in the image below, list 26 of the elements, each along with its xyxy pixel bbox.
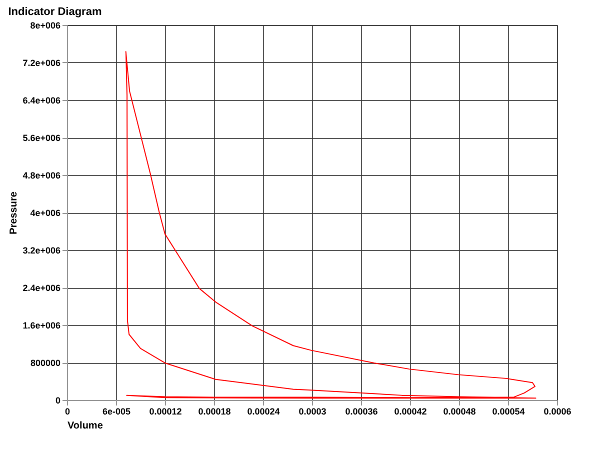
- y-tick-label: 1.6e+006: [22, 320, 60, 330]
- y-tick-label: 3.2e+006: [22, 246, 60, 256]
- x-tick-label: 0.00024: [247, 406, 280, 416]
- y-tick-label: 7.2e+006: [22, 58, 60, 68]
- x-tick-label: 0.00054: [492, 406, 525, 416]
- x-axis-title: Volume: [68, 420, 104, 432]
- y-tick-label: 4e+006: [30, 208, 60, 218]
- line-series: [125, 50, 536, 399]
- x-tick-label: 0.0003: [298, 406, 326, 416]
- x-tick-label: 0.00042: [394, 406, 427, 416]
- y-tick-label: 2.4e+006: [22, 283, 60, 293]
- y-axis-title: Pressure: [8, 191, 20, 234]
- y-tick-label: 0: [55, 396, 60, 406]
- x-tick-label: 0.00048: [443, 406, 476, 416]
- x-tick-label: 0.0006: [544, 406, 572, 416]
- chart-title: Indicator Diagram: [8, 6, 102, 18]
- y-tick-label: 800000: [30, 358, 60, 368]
- x-tick-label: 6e-005: [102, 406, 131, 416]
- x-tick-label: 0.00036: [345, 406, 378, 416]
- x-tick-label: 0: [64, 406, 70, 416]
- x-tick-label: 0.00018: [198, 406, 231, 416]
- y-tick-label: 4.8e+006: [22, 170, 60, 180]
- y-tick-label: 6.4e+006: [22, 96, 60, 106]
- y-tick-label: 5.6e+006: [22, 133, 60, 143]
- x-tick-label: 0.00012: [149, 406, 182, 416]
- y-tick-label: 8e+006: [30, 20, 60, 30]
